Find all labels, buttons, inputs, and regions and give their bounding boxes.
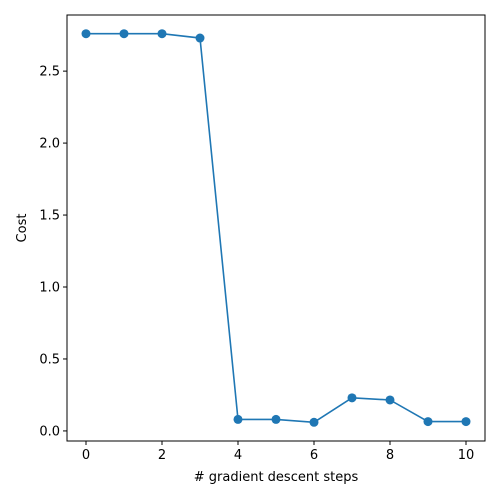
y-tick-label: 0.0 (39, 424, 60, 439)
y-tick-label: 1.5 (39, 209, 60, 224)
data-point (271, 414, 281, 424)
x-tick-label: 2 (158, 448, 166, 463)
y-tick-label: 0.5 (39, 352, 60, 367)
x-tick-label: 8 (386, 448, 394, 463)
x-tick-label: 4 (234, 448, 242, 463)
y-tick-label: 2.5 (39, 65, 60, 80)
data-point (233, 414, 243, 424)
y-tick-label: 1.0 (39, 281, 60, 296)
x-axis-label: # gradient descent steps (194, 470, 359, 485)
data-point (195, 33, 205, 43)
x-axis-ticks: 0 2 4 6 8 10 (82, 441, 474, 463)
y-axis-label: Cost (15, 214, 30, 243)
data-point (385, 395, 395, 405)
y-axis-ticks: 0.0 0.5 1.0 1.5 2.0 2.5 (39, 65, 67, 439)
data-point (309, 417, 319, 427)
x-tick-label: 0 (82, 448, 90, 463)
axes-frame (66, 14, 486, 442)
data-point (423, 417, 433, 427)
data-point (81, 29, 91, 39)
data-point (157, 29, 167, 39)
x-tick-label: 10 (458, 448, 475, 463)
data-point (461, 417, 471, 427)
data-point (119, 29, 129, 39)
data-point (347, 393, 357, 403)
y-tick-label: 2.0 (39, 137, 60, 152)
series-layer (81, 29, 471, 427)
x-tick-label: 6 (310, 448, 318, 463)
